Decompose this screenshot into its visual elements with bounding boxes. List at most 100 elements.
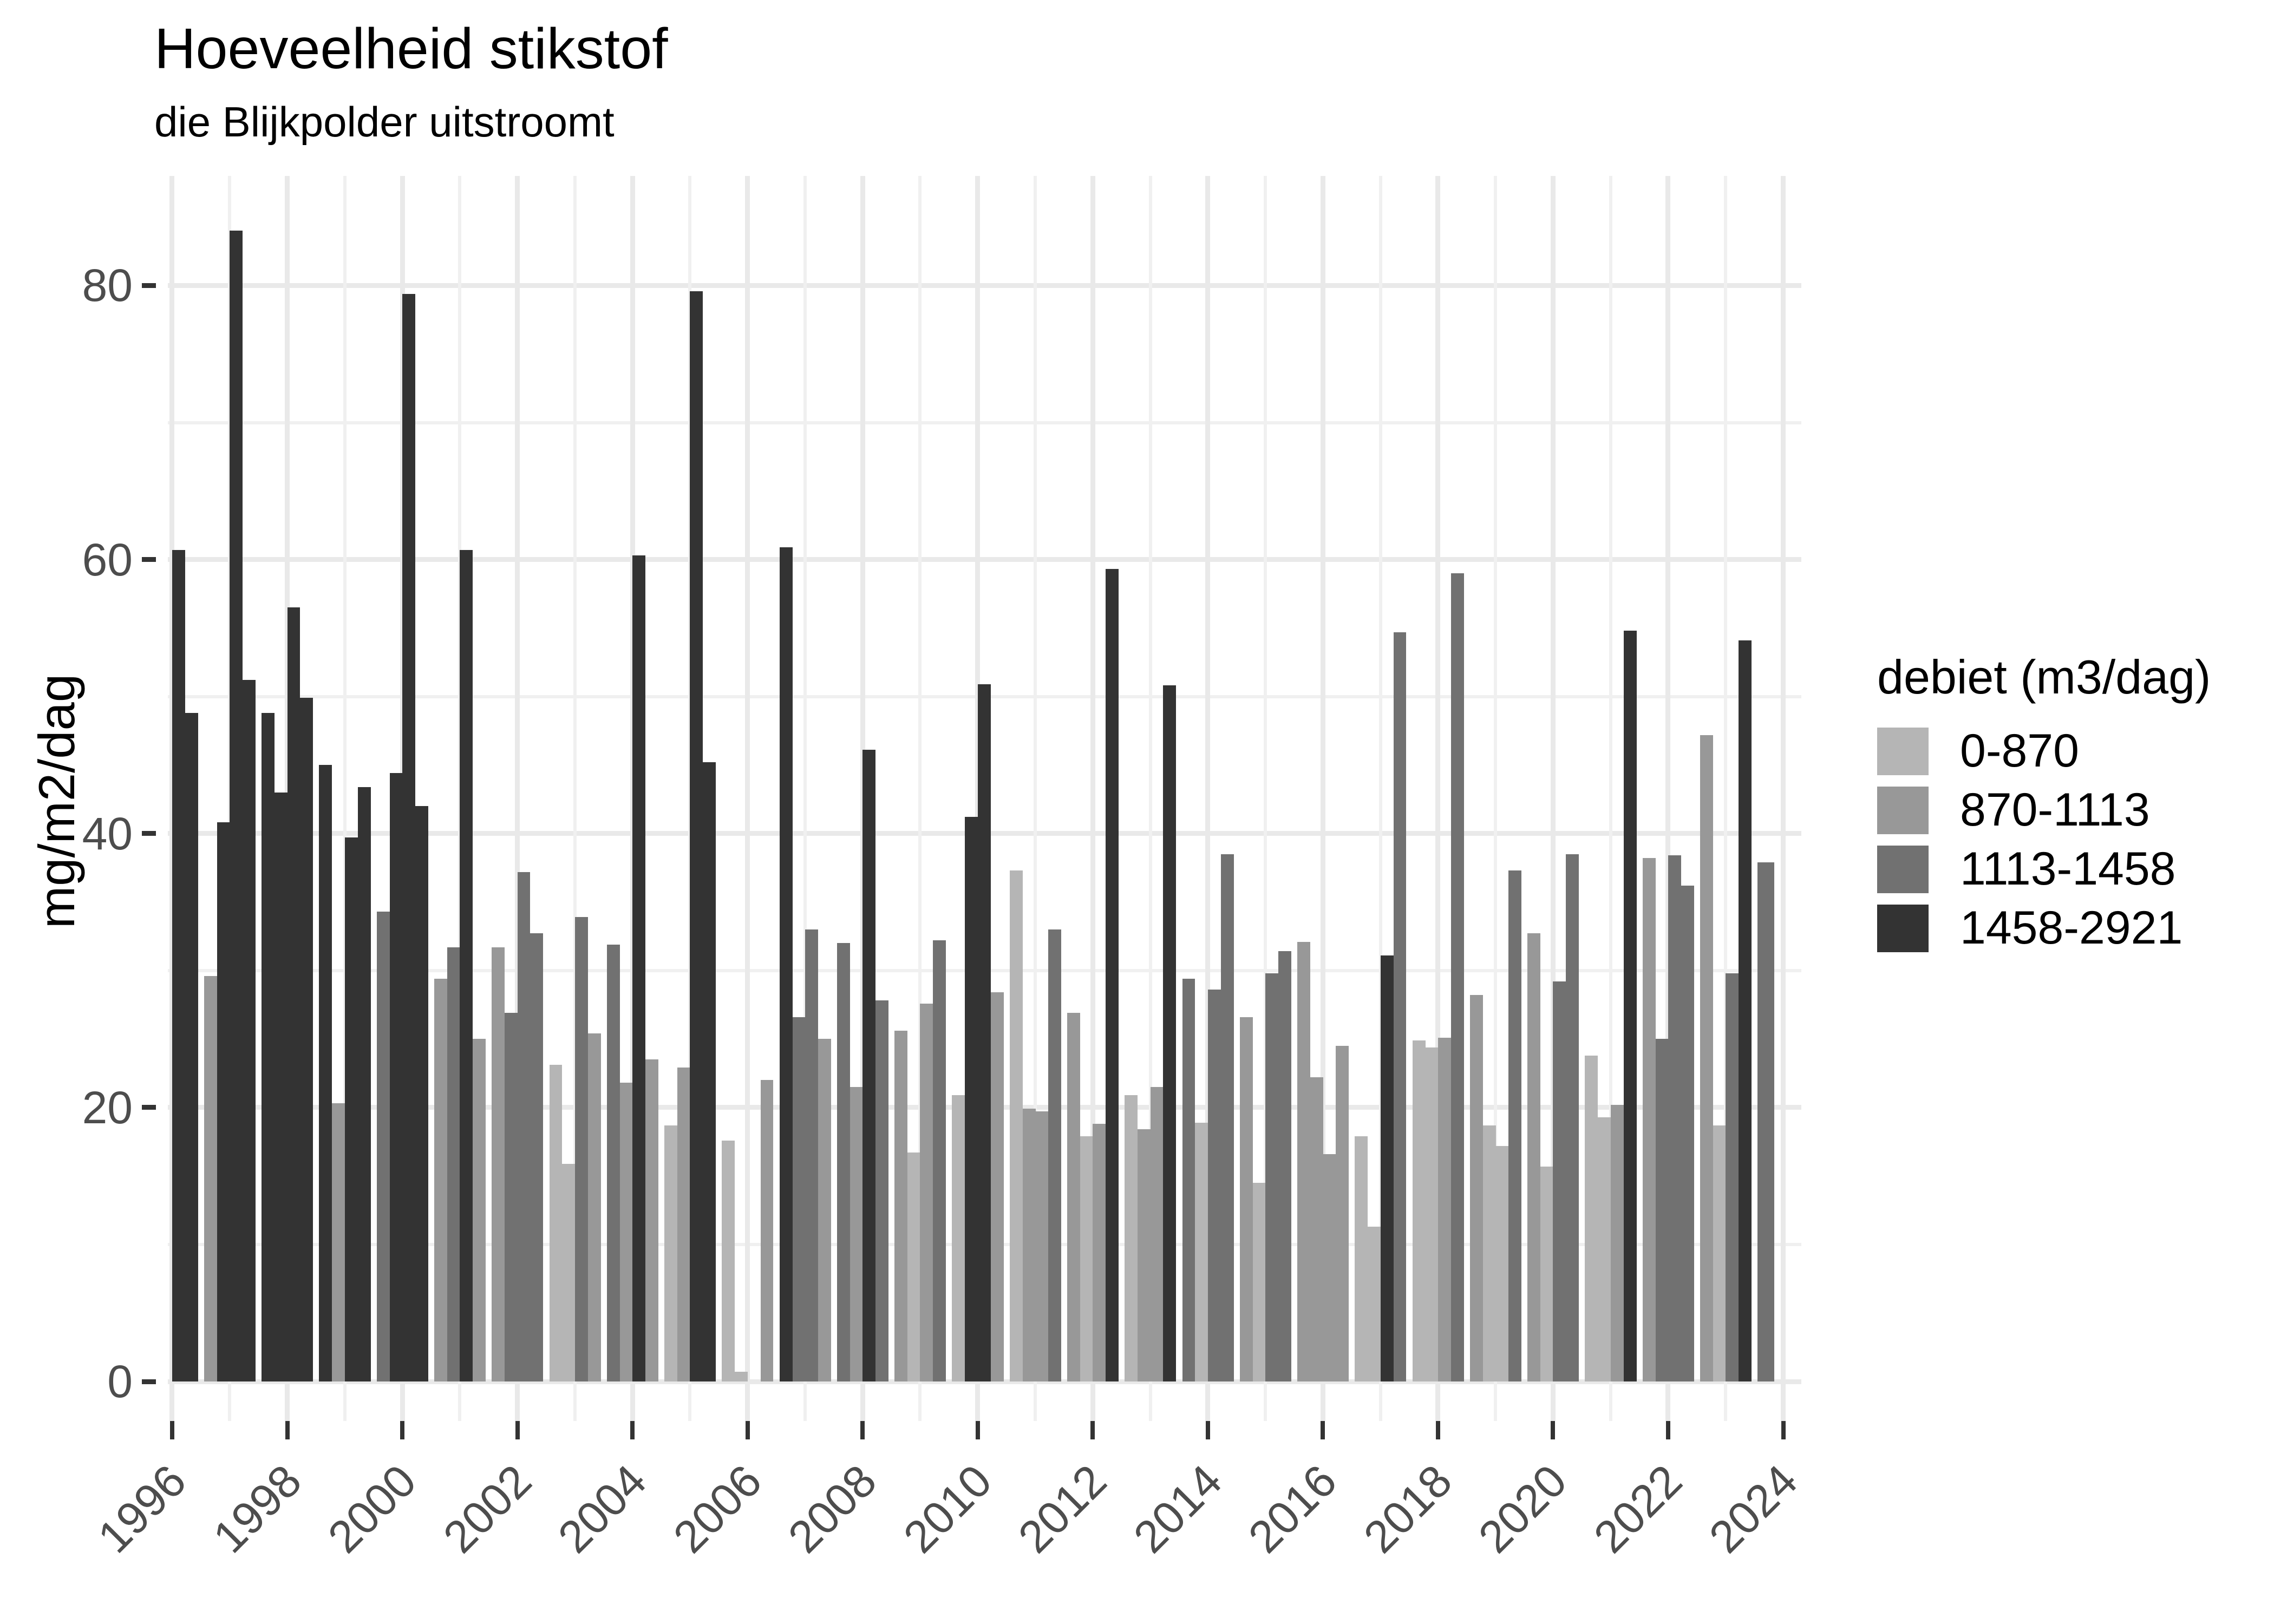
bar xyxy=(172,549,185,1381)
gridline-y-major xyxy=(168,557,1801,562)
bar xyxy=(530,933,544,1381)
y-tick xyxy=(142,831,156,836)
bar xyxy=(1150,1086,1164,1381)
bar xyxy=(1469,995,1483,1381)
legend-item: 1458-2921 xyxy=(1877,901,2211,955)
bar xyxy=(492,947,505,1381)
bar xyxy=(1355,1136,1368,1381)
bar xyxy=(818,1039,831,1381)
bar xyxy=(1393,632,1407,1381)
bar xyxy=(1207,990,1221,1381)
bar xyxy=(875,1000,889,1381)
gridline-y-major xyxy=(168,1379,1801,1384)
gridline-x-major xyxy=(515,176,520,1421)
gridline-y-major xyxy=(168,283,1801,288)
bar xyxy=(262,713,275,1381)
bar xyxy=(1067,1013,1080,1381)
x-tick xyxy=(1321,1421,1325,1439)
bar xyxy=(977,684,991,1381)
gridline-x-minor xyxy=(1609,176,1612,1421)
bar xyxy=(1009,870,1023,1381)
gridline-x-minor xyxy=(573,176,577,1421)
gridline-x-major xyxy=(1665,176,1671,1421)
bar xyxy=(389,773,403,1381)
bar xyxy=(837,943,850,1381)
bar xyxy=(1585,1055,1598,1381)
gridline-x-major xyxy=(745,176,750,1421)
bar xyxy=(1048,929,1061,1381)
bar xyxy=(703,762,716,1381)
bar xyxy=(1623,631,1637,1381)
gridline-x-minor xyxy=(1034,176,1037,1421)
gridline-y-minor xyxy=(168,421,1801,424)
bar xyxy=(862,750,876,1381)
bar xyxy=(332,1103,345,1381)
x-tick xyxy=(630,1421,635,1439)
legend-item: 0-870 xyxy=(1877,724,2211,778)
legend-item: 870-1113 xyxy=(1877,783,2211,837)
bar xyxy=(319,765,332,1381)
bar xyxy=(517,872,531,1381)
bar xyxy=(204,975,217,1381)
bar xyxy=(402,293,415,1381)
bar xyxy=(562,1163,576,1381)
bar xyxy=(805,929,818,1381)
bar xyxy=(1437,1037,1451,1381)
x-tick xyxy=(860,1421,865,1439)
bar xyxy=(1125,1095,1138,1381)
bar xyxy=(1412,1040,1426,1381)
y-tick xyxy=(142,283,156,288)
bar xyxy=(460,549,473,1381)
bar xyxy=(275,792,288,1381)
bar xyxy=(1278,951,1291,1381)
bar xyxy=(1163,685,1177,1381)
bar xyxy=(1681,885,1694,1381)
bar xyxy=(357,787,371,1381)
legend-swatch xyxy=(1877,727,1929,775)
bar xyxy=(473,1039,486,1381)
bar xyxy=(645,1059,658,1381)
chart-subtitle: die Blijkpolder uitstroomt xyxy=(154,98,615,146)
bar xyxy=(505,1013,518,1381)
bar xyxy=(619,1083,633,1381)
bar xyxy=(1093,1124,1106,1381)
y-tick-label: 60 xyxy=(82,534,133,585)
bar xyxy=(344,837,358,1381)
legend-items: 0-870 870-1113 1113-1458 1458-2921 xyxy=(1877,724,2211,955)
bar xyxy=(1610,1104,1624,1381)
x-tick xyxy=(1551,1421,1556,1439)
legend-swatch xyxy=(1877,845,1929,893)
gridline-x-minor xyxy=(918,176,922,1421)
bar xyxy=(1540,1166,1553,1381)
x-tick xyxy=(400,1421,405,1439)
legend-swatch xyxy=(1877,786,1929,834)
bar xyxy=(574,917,588,1381)
bar xyxy=(1380,955,1394,1381)
bar xyxy=(933,940,946,1381)
bar xyxy=(664,1125,677,1381)
bar xyxy=(1138,1129,1151,1381)
bar xyxy=(587,1033,601,1381)
gridline-x-major xyxy=(1550,176,1556,1421)
bar xyxy=(1425,1047,1439,1381)
y-tick xyxy=(142,557,156,562)
bar xyxy=(1368,1227,1381,1381)
gridline-x-major xyxy=(1435,176,1441,1421)
bar xyxy=(1598,1117,1611,1381)
bar xyxy=(850,1086,863,1381)
x-tick xyxy=(515,1421,520,1439)
x-tick xyxy=(745,1421,750,1439)
gridline-x-minor xyxy=(1378,176,1382,1421)
y-tick xyxy=(142,1105,156,1110)
chart-title: Hoeveelheid stikstof xyxy=(154,17,668,81)
gridline-x-minor xyxy=(343,176,347,1421)
gridline-x-major xyxy=(1205,176,1211,1421)
gridline-x-major xyxy=(1781,176,1786,1421)
bar xyxy=(690,291,703,1381)
gridline-x-major xyxy=(1320,176,1325,1421)
x-tick xyxy=(1435,1421,1440,1439)
bar xyxy=(779,547,793,1381)
gridline-x-minor xyxy=(803,176,807,1421)
bar xyxy=(677,1068,690,1381)
bar xyxy=(1527,933,1541,1381)
